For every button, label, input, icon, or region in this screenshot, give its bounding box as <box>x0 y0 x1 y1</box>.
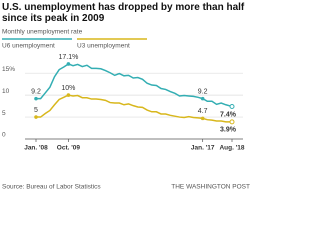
point <box>200 96 205 101</box>
y-tick-label: 10 <box>2 88 10 95</box>
value-label: 17.1% <box>58 54 78 61</box>
point <box>66 93 71 97</box>
legend-label: U6 unemployment <box>2 43 55 50</box>
point <box>229 104 235 110</box>
chart: U.S. unemployment has dropped by more th… <box>2 2 250 191</box>
source: Source: Bureau of Labor Statistics <box>2 184 101 191</box>
point <box>200 116 205 121</box>
value-label: 5 <box>34 107 38 114</box>
y-tick-label: 0 <box>2 132 6 139</box>
x-tick-label: Jan. '08 <box>24 145 48 152</box>
y-tick-label: 5 <box>2 110 6 117</box>
value-label: 10% <box>61 85 75 92</box>
legend-label: U3 unemployment <box>77 43 130 50</box>
value-label: 9.2 <box>31 88 41 95</box>
credit: THE WASHINGTON POST <box>171 184 250 191</box>
x-tick-label: Jan. '17 <box>191 145 215 152</box>
chart-title: U.S. unemployment has dropped by more th… <box>2 2 245 24</box>
x-tick-label: Aug. '18 <box>219 145 244 152</box>
value-label: 9.2 <box>198 88 208 95</box>
point <box>34 115 38 119</box>
chart-subtitle: Monthly unemployment rate <box>2 29 83 36</box>
point <box>66 62 71 66</box>
x-tick-label: Oct. '09 <box>57 145 81 152</box>
value-label: 3.9% <box>220 127 237 134</box>
point <box>34 96 38 101</box>
value-label: 4.7 <box>198 108 208 115</box>
y-tick-label: 15% <box>2 66 15 73</box>
point <box>229 119 235 125</box>
value-label: 7.4% <box>220 111 237 118</box>
